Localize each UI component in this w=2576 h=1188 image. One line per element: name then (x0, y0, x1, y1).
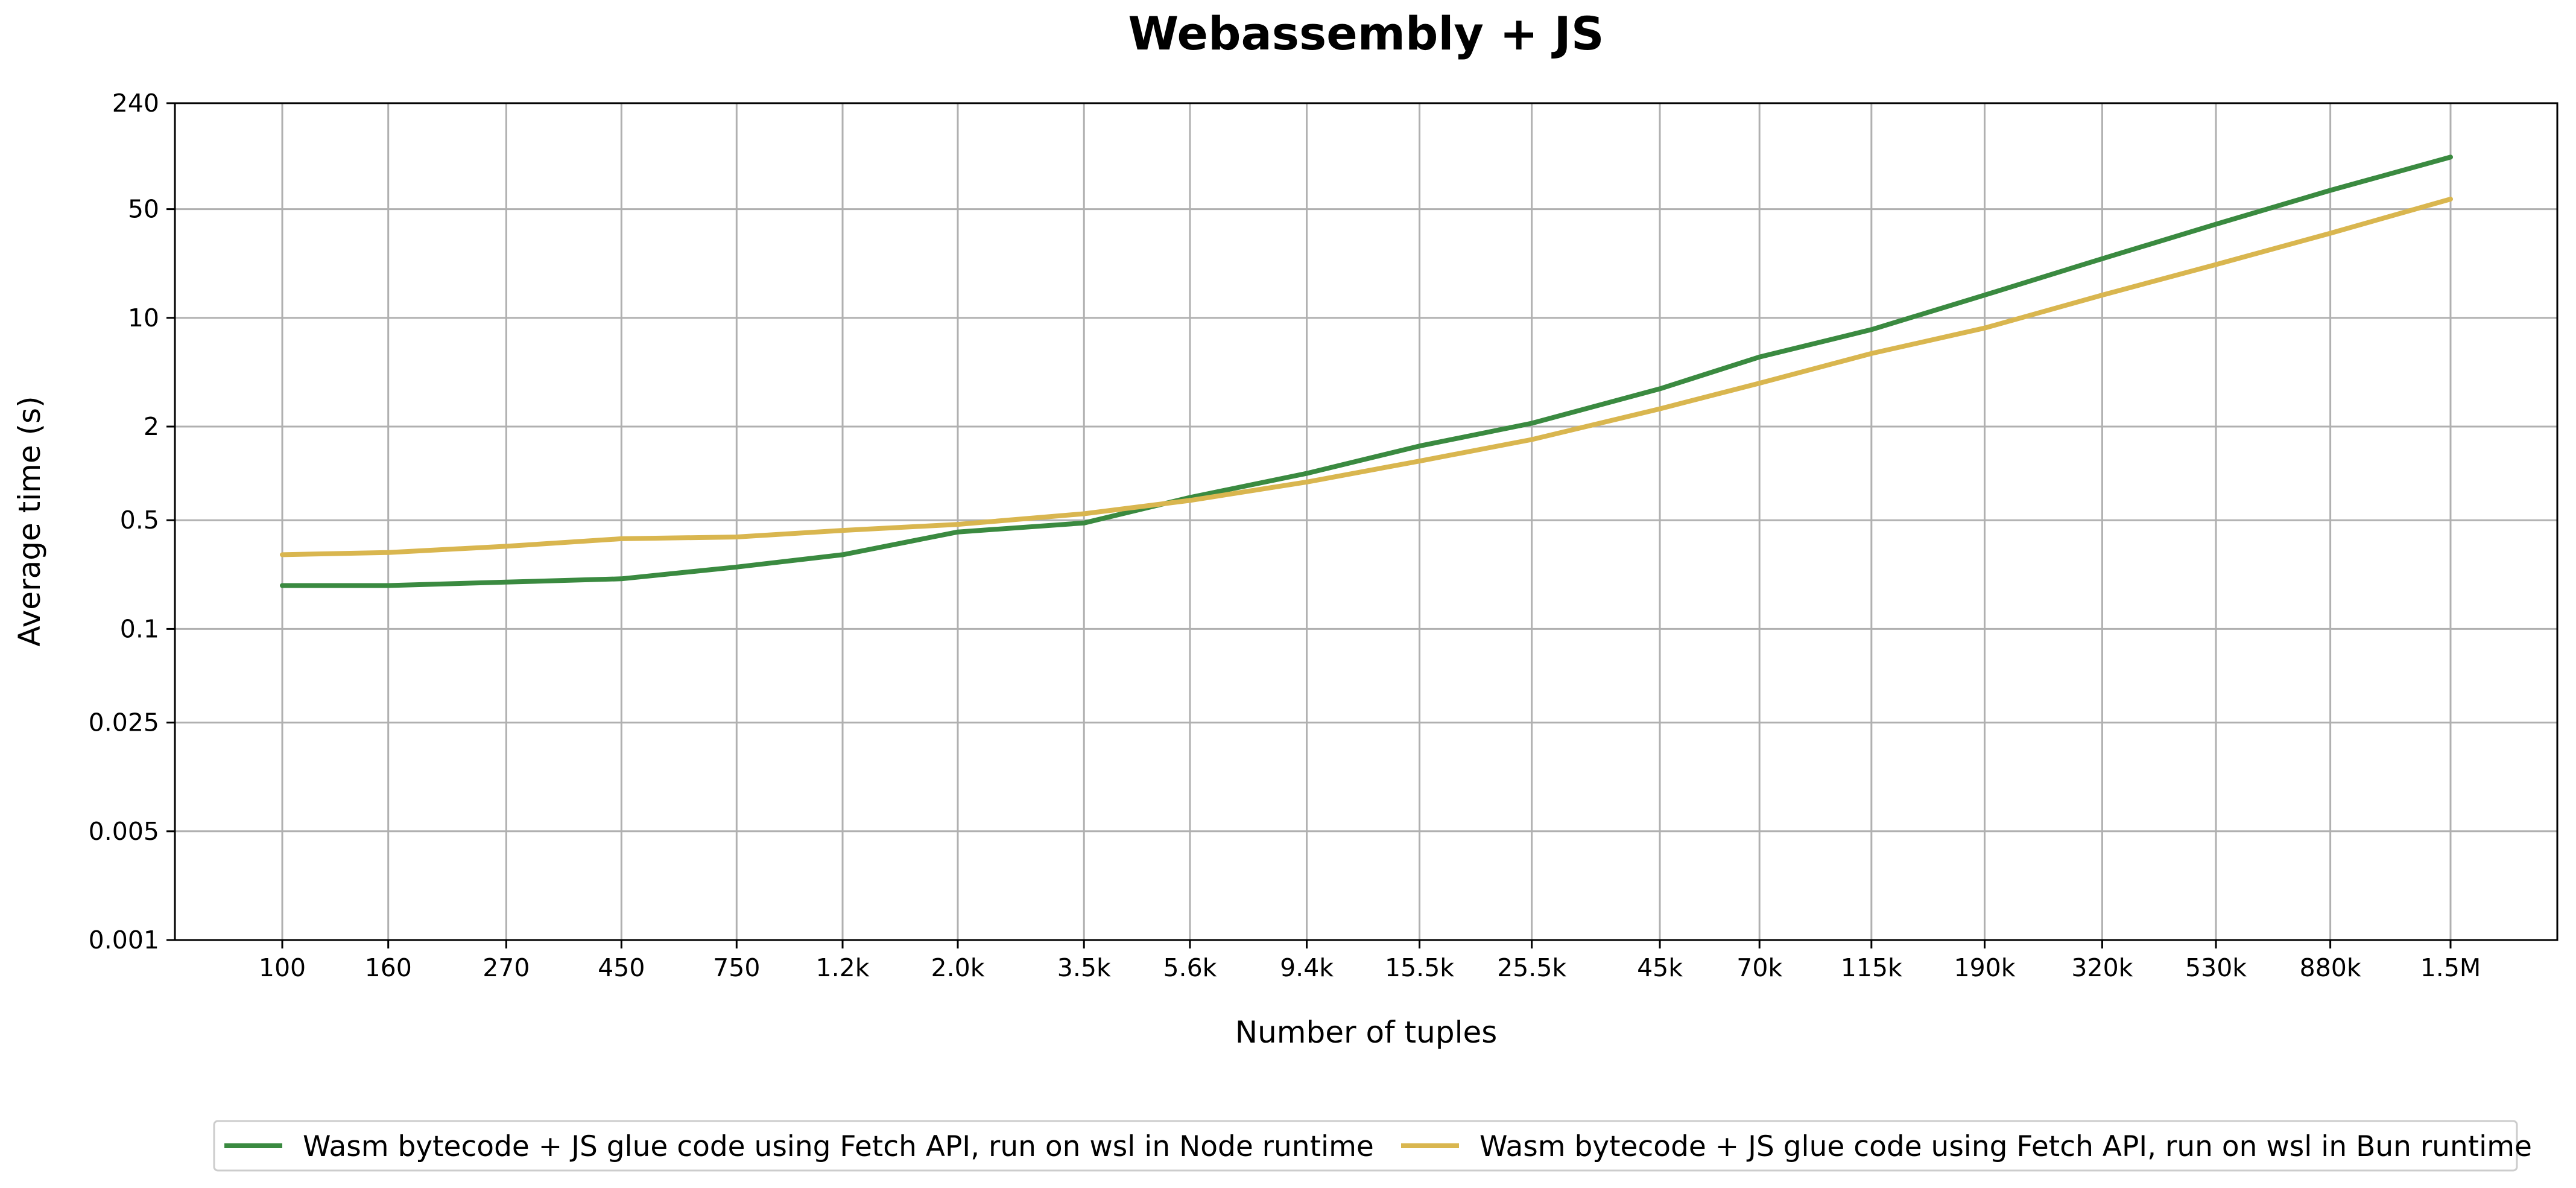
x-tick-label: 880k (2300, 953, 2361, 982)
plot-frame (174, 102, 2559, 941)
x-tick-label: 9.4k (1280, 953, 1334, 982)
legend-label-1: Wasm bytecode + JS glue code using Fetch… (303, 1130, 1374, 1163)
x-tick-label: 320k (2071, 953, 2133, 982)
x-axis-ticks: 100 160 270 450 750 1.2k 2.0k 3.5k 5.6k 9.4k 15.5k… (259, 940, 2481, 982)
y-tick-label: 0.005 (89, 817, 159, 846)
legend: Wasm bytecode + JS glue code using Fetch… (213, 1120, 2532, 1172)
series-line-2 (280, 197, 2453, 557)
grid (175, 102, 2557, 941)
series-line-1 (280, 154, 2453, 588)
y-axis-label: Average time (s) (12, 396, 47, 646)
x-tick-label: 25.5k (1497, 953, 1566, 982)
y-tick-label: 240 (112, 89, 159, 118)
x-tick-label: 1.2k (816, 953, 870, 982)
series-lines (280, 154, 2453, 588)
y-tick-label: 10 (128, 303, 159, 332)
x-tick-label: 2.0k (931, 953, 985, 982)
y-tick-label: 50 (128, 195, 159, 224)
x-tick-label: 750 (713, 953, 760, 982)
x-tick-label: 190k (1954, 953, 2016, 982)
x-tick-label: 530k (2185, 953, 2247, 982)
x-tick-label: 3.5k (1057, 953, 1111, 982)
x-tick-label: 160 (365, 953, 412, 982)
x-tick-label: 270 (483, 953, 530, 982)
x-tick-label: 45k (1637, 953, 1683, 982)
x-tick-label: 100 (259, 953, 306, 982)
x-tick-label: 115k (1841, 953, 1902, 982)
x-tick-label: 5.6k (1163, 953, 1217, 982)
legend-box (213, 1120, 2518, 1172)
x-tick-label: 70k (1736, 953, 1782, 982)
x-axis-label: Number of tuples (1235, 1015, 1498, 1050)
x-tick-label: 15.5k (1385, 953, 1454, 982)
y-tick-label: 0.001 (89, 926, 159, 955)
legend-label-2: Wasm bytecode + JS glue code using Fetch… (1479, 1130, 2532, 1163)
y-tick-label: 0.5 (120, 506, 159, 535)
x-tick-label: 450 (598, 953, 645, 982)
y-axis-ticks: 0.001 0.005 0.025 0.1 0.5 2 10 50 240 (89, 89, 175, 955)
chart-title: Webassembly + JS (1128, 7, 1604, 60)
y-tick-label: 0.1 (120, 614, 159, 643)
legend-items: Wasm bytecode + JS glue code using Fetch… (224, 1130, 2532, 1163)
x-tick-label: 1.5M (2420, 953, 2481, 982)
y-tick-label: 0.025 (89, 708, 159, 737)
y-tick-label: 2 (144, 412, 159, 441)
